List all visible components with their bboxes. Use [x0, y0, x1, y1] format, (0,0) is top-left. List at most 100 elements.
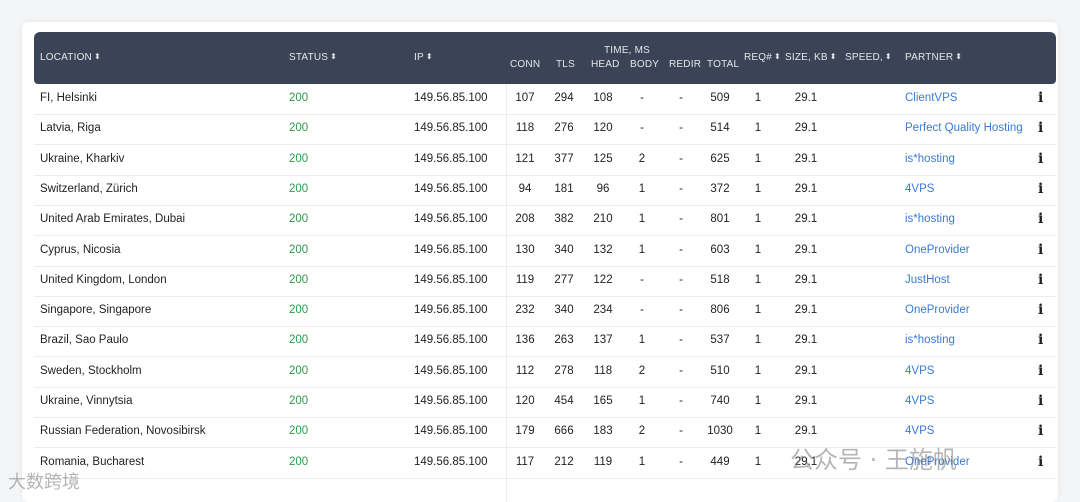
cell-req: 1: [754, 182, 762, 195]
info-icon[interactable]: i: [1038, 453, 1044, 470]
cell-redir: -: [679, 122, 683, 135]
cell-partner[interactable]: is*hosting: [905, 334, 955, 347]
cell-partner[interactable]: ClientVPS: [905, 92, 958, 104]
table-row: Cyprus, Nicosia 200 149.56.85.100 130 340 132…: [34, 236, 1056, 267]
cell-tls: 277: [554, 273, 574, 286]
cell-partner[interactable]: 4VPS: [905, 364, 935, 377]
cell-tls: 276: [554, 122, 574, 135]
info-icon[interactable]: i: [1038, 180, 1044, 197]
cell-partner[interactable]: OneProvider: [905, 243, 970, 256]
cell-body: -: [640, 304, 644, 317]
cell-status: 200: [289, 182, 309, 195]
cell-location: Cyprus, Nicosia: [40, 243, 121, 256]
column-body: BODY: [630, 59, 660, 70]
cell-redir: -: [679, 152, 683, 165]
cell-ip: 149.56.85.100: [414, 182, 488, 195]
column-divider: [506, 84, 507, 502]
cell-req: 1: [754, 243, 762, 256]
cell-body: 1: [638, 213, 646, 226]
cell-tls: 263: [554, 334, 574, 347]
cell-head: 137: [593, 334, 613, 347]
column-status[interactable]: STATUS ⬍: [289, 52, 338, 63]
cell-partner[interactable]: JustHost: [905, 273, 950, 286]
column-ip[interactable]: IP ⬍: [414, 52, 433, 63]
sort-icon[interactable]: ⬍: [884, 52, 892, 61]
column-req[interactable]: REQ# ⬍: [744, 52, 781, 63]
cell-req: 1: [754, 425, 762, 438]
cell-location: Ukraine, Vinnytsia: [40, 395, 133, 407]
table-row: Romania, Bucharest 200 149.56.85.100 117 212…: [34, 448, 1056, 479]
results-card: LOCATION ⬍ STATUS ⬍ IP ⬍ TIME, MS CONN TLS …: [22, 22, 1058, 502]
sort-icon[interactable]: ⬍: [955, 52, 963, 61]
cell-partner[interactable]: OneProvider: [905, 455, 970, 468]
cell-body: -: [640, 122, 644, 135]
cell-ip: 149.56.85.100: [414, 334, 488, 347]
info-icon[interactable]: i: [1038, 332, 1044, 349]
cell-conn: 112: [515, 364, 535, 377]
cell-status: 200: [289, 395, 309, 407]
cell-partner[interactable]: 4VPS: [905, 425, 935, 438]
sort-icon[interactable]: ⬍: [774, 52, 781, 61]
cell-size: 29.1: [794, 273, 818, 286]
cell-total: 510: [710, 364, 730, 377]
info-icon[interactable]: i: [1038, 423, 1044, 440]
sort-icon[interactable]: ⬍: [93, 52, 101, 61]
table-row: United Arab Emirates, Dubai 200 149.56.85.…: [34, 205, 1056, 237]
cell-partner[interactable]: 4VPS: [905, 395, 935, 407]
sort-icon[interactable]: ⬍: [829, 52, 837, 61]
cell-body: 2: [638, 425, 646, 438]
cell-partner[interactable]: OneProvider: [905, 304, 970, 317]
table-row: United Kingdom, London 200 149.56.85.100 11…: [34, 266, 1056, 297]
cell-tls: 340: [554, 304, 574, 317]
info-icon[interactable]: i: [1038, 393, 1044, 409]
cell-partner[interactable]: is*hosting: [905, 152, 955, 165]
cell-redir: -: [679, 395, 683, 407]
column-size[interactable]: SIZE, KB ⬍: [785, 52, 837, 63]
cell-size: 29.1: [794, 92, 818, 104]
sort-icon[interactable]: ⬍: [330, 52, 338, 61]
info-icon[interactable]: i: [1038, 302, 1044, 319]
cell-head: 210: [593, 213, 613, 226]
cell-total: 509: [710, 92, 730, 104]
table-row: FI, Helsinki 200 149.56.85.100 107 294 108 - - 5…: [34, 84, 1056, 115]
cell-body: 1: [638, 334, 646, 347]
column-group-time: TIME, MS: [604, 45, 651, 56]
cell-partner[interactable]: Perfect Quality Hosting: [905, 122, 1023, 135]
info-icon[interactable]: i: [1038, 120, 1044, 137]
cell-tls: 454: [554, 395, 574, 407]
column-partner[interactable]: PARTNER ⬍: [905, 52, 963, 63]
info-icon[interactable]: i: [1038, 90, 1044, 106]
cell-total: 449: [710, 455, 730, 468]
cell-ip: 149.56.85.100: [414, 243, 488, 256]
cell-tls: 382: [554, 213, 574, 226]
cell-partner[interactable]: 4VPS: [905, 182, 935, 195]
info-icon[interactable]: i: [1038, 150, 1044, 167]
cell-req: 1: [754, 152, 762, 165]
column-speed[interactable]: SPEED, ⬍: [845, 52, 892, 63]
cell-req: 1: [754, 334, 762, 347]
cell-tls: 212: [554, 455, 574, 468]
cell-size: 29.1: [794, 122, 818, 135]
sort-icon[interactable]: ⬍: [425, 52, 433, 61]
info-icon[interactable]: i: [1038, 241, 1044, 258]
cell-status: 200: [289, 273, 309, 286]
cell-size: 29.1: [794, 395, 818, 407]
cell-conn: 119: [515, 273, 535, 286]
cell-partner[interactable]: is*hosting: [905, 213, 955, 226]
cell-conn: 117: [515, 455, 535, 468]
cell-ip: 149.56.85.100: [414, 152, 488, 165]
cell-body: 2: [638, 152, 646, 165]
info-icon[interactable]: i: [1038, 362, 1044, 379]
column-tls: TLS: [556, 59, 575, 70]
cell-conn: 120: [515, 395, 535, 407]
cell-tls: 181: [554, 182, 574, 195]
info-icon[interactable]: i: [1038, 271, 1044, 288]
column-location[interactable]: LOCATION ⬍: [40, 52, 101, 63]
column-conn: CONN: [510, 59, 541, 70]
cell-location: Ukraine, Kharkiv: [40, 152, 125, 165]
cell-total: 372: [710, 182, 730, 195]
cell-status: 200: [289, 425, 309, 438]
cell-redir: -: [679, 92, 683, 104]
table-row: Singapore, Singapore 200 149.56.85.100 232 3…: [34, 296, 1056, 328]
info-icon[interactable]: i: [1038, 211, 1044, 228]
